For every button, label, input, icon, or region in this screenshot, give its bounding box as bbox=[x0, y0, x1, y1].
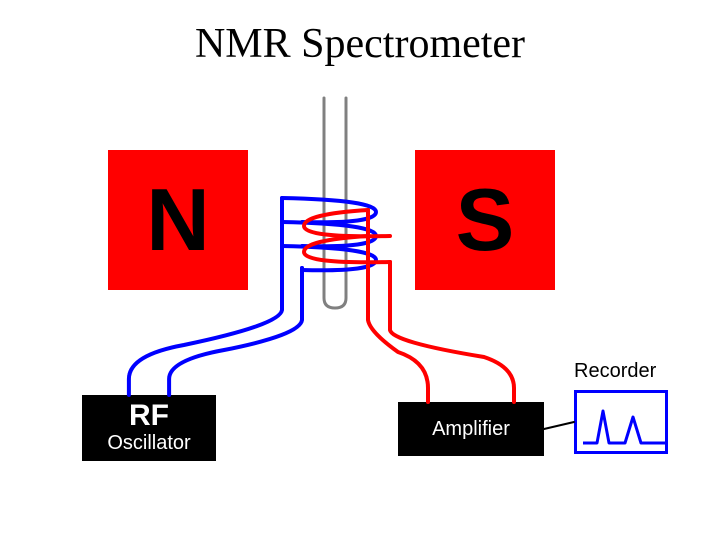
magnet-north: N bbox=[108, 150, 248, 290]
amplifier-box: Amplifier bbox=[398, 402, 544, 456]
page-title: NMR Spectrometer bbox=[0, 20, 720, 68]
recorder-label: Recorder bbox=[574, 360, 656, 383]
recorder-box bbox=[574, 390, 668, 454]
magnet-south: S bbox=[415, 150, 555, 290]
rf-oscillator-box: RF Oscillator bbox=[82, 395, 216, 461]
magnet-south-label: S bbox=[456, 169, 515, 271]
recorder-spectrum-icon bbox=[577, 393, 671, 457]
magnet-north-label: N bbox=[146, 169, 210, 271]
rf-oscillator-line2: Oscillator bbox=[107, 431, 190, 455]
rf-oscillator-line1: RF bbox=[129, 401, 169, 431]
amplifier-label: Amplifier bbox=[432, 418, 510, 441]
